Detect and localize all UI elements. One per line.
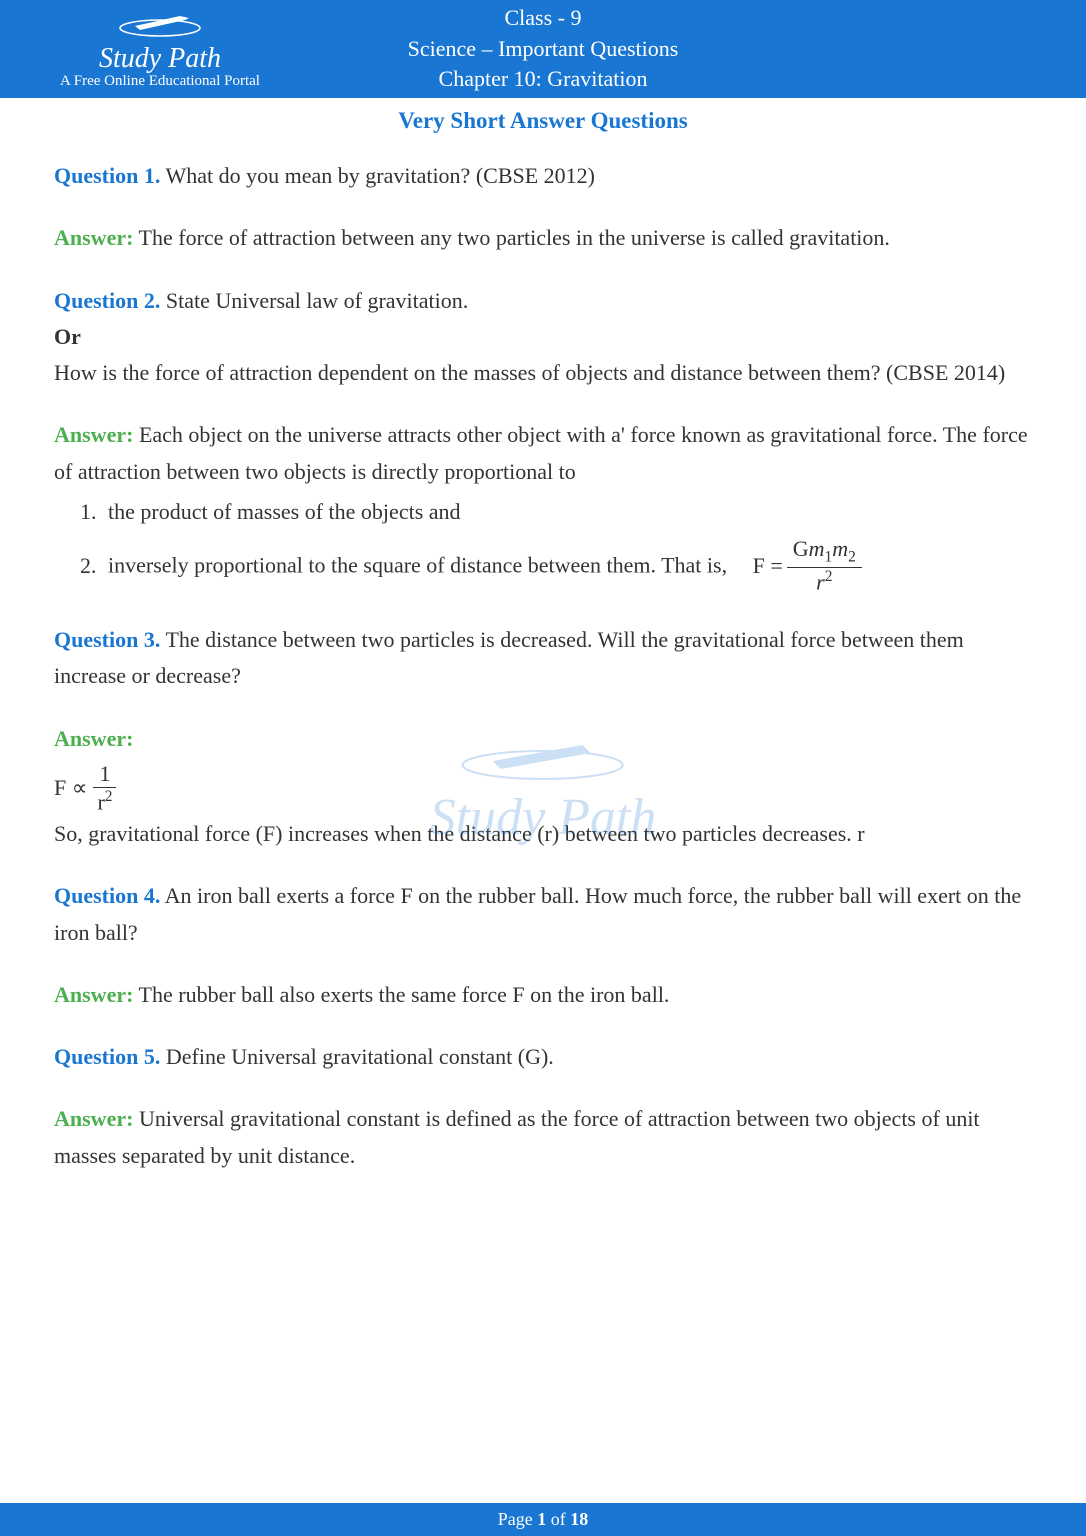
question-label: Question 4. <box>54 883 160 908</box>
question-text: An iron ball exerts a force F on the rub… <box>54 883 1021 944</box>
answer-tail: So, gravitational force (F) increases wh… <box>54 816 1032 852</box>
logo-text: Study Path <box>99 45 221 73</box>
footer-total: 18 <box>570 1509 588 1529</box>
or-label: Or <box>54 319 1032 355</box>
question-label: Question 5. <box>54 1044 160 1069</box>
formula-lhs: F = <box>753 548 783 584</box>
logo-area: Study Path A Free Online Educational Por… <box>20 8 300 90</box>
footer-mid: of <box>546 1509 570 1529</box>
question-block-4: Question 4. An iron ball exerts a force … <box>54 878 1032 951</box>
question-text: What do you mean by gravitation? (CBSE 2… <box>165 163 595 188</box>
answer-label: Answer: <box>54 1106 133 1131</box>
question-text: The distance between two particles is de… <box>54 627 964 688</box>
fraction: Gm1m2 r2 <box>787 536 862 596</box>
list-item: the product of masses of the objects and <box>102 494 1032 530</box>
page-footer: Page 1 of 18 <box>0 1503 1086 1536</box>
answer-label: Answer: <box>54 225 133 250</box>
answer-text: The rubber ball also exerts the same for… <box>139 982 670 1007</box>
numerator: 1 <box>93 761 116 788</box>
question-block-5: Question 5. Define Universal gravitation… <box>54 1039 1032 1075</box>
answer-block-4: Answer: The rubber ball also exerts the … <box>54 977 1032 1013</box>
answer-block-5: Answer: Universal gravitational constant… <box>54 1101 1032 1174</box>
answer-block-3: Answer: F ∝ 1 r2 So, gravitational force… <box>54 721 1032 853</box>
question-label: Question 2. <box>54 288 160 313</box>
question-label: Question 3. <box>54 627 160 652</box>
logo-subtitle: A Free Online Educational Portal <box>60 73 260 90</box>
denominator: r2 <box>91 788 118 816</box>
page-header: Study Path A Free Online Educational Por… <box>0 0 1086 98</box>
header-class: Class - 9 <box>408 3 679 34</box>
answer-label: Answer: <box>54 721 1032 757</box>
question-block-3: Question 3. The distance between two par… <box>54 622 1032 695</box>
formula: F = Gm1m2 r2 <box>753 536 866 596</box>
answer-block-2: Answer: Each object on the universe attr… <box>54 417 1032 595</box>
question-alt-text: How is the force of attraction dependent… <box>54 355 1032 391</box>
answer-text: Universal gravitational constant is defi… <box>54 1106 980 1167</box>
question-block-1: Question 1. What do you mean by gravitat… <box>54 158 1032 194</box>
question-text: State Universal law of gravitation. <box>166 288 468 313</box>
numerator: Gm1m2 <box>787 536 862 568</box>
section-title: Very Short Answer Questions <box>0 108 1086 134</box>
formula: F ∝ 1 r2 <box>54 761 122 816</box>
header-title-block: Class - 9 Science – Important Questions … <box>408 3 679 95</box>
answer-intro: Each object on the universe attracts oth… <box>54 422 1028 483</box>
answer-text: The force of attraction between any two … <box>139 225 890 250</box>
content-area: Question 1. What do you mean by gravitat… <box>0 158 1086 1174</box>
footer-current: 1 <box>537 1509 546 1529</box>
answer-block-1: Answer: The force of attraction between … <box>54 220 1032 256</box>
question-block-2: Question 2. State Universal law of gravi… <box>54 283 1032 392</box>
header-chapter: Chapter 10: Gravitation <box>408 64 679 95</box>
list-item: inversely proportional to the square of … <box>102 532 1032 596</box>
answer-label: Answer: <box>54 982 133 1007</box>
answer-label: Answer: <box>54 422 133 447</box>
pencil-icon <box>115 8 205 43</box>
fraction: 1 r2 <box>91 761 118 816</box>
question-text: Define Universal gravitational constant … <box>166 1044 554 1069</box>
footer-prefix: Page <box>498 1509 538 1529</box>
list-item-text: inversely proportional to the square of … <box>108 553 727 578</box>
denominator: r2 <box>810 568 838 596</box>
answer-list: the product of masses of the objects and… <box>54 494 1032 596</box>
question-label: Question 1. <box>54 163 160 188</box>
header-subject: Science – Important Questions <box>408 34 679 65</box>
formula-lhs: F ∝ <box>54 770 87 806</box>
